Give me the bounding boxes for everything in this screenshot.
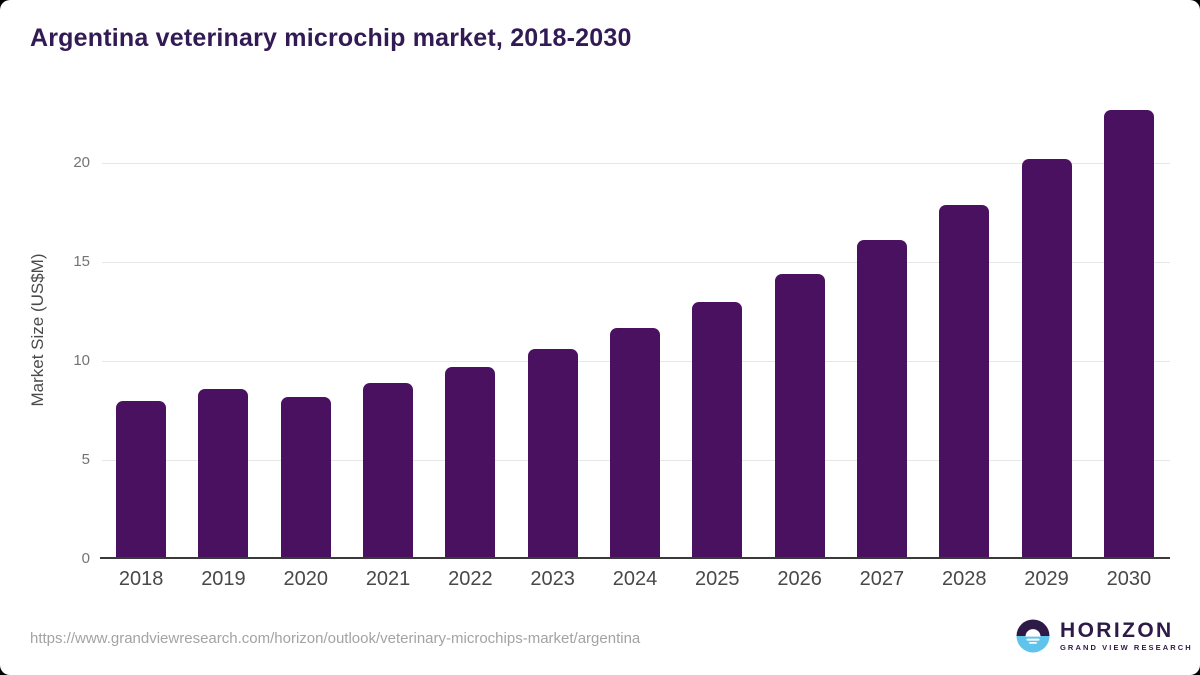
x-tick-label-2029: 2029	[1024, 568, 1069, 590]
x-tick-label-2022: 2022	[448, 568, 493, 590]
bar-2027	[856, 240, 907, 559]
bar-2030	[1103, 109, 1154, 559]
bar-2019	[198, 388, 249, 559]
logo-brand: HORIZON	[1060, 619, 1174, 642]
gridline-20	[102, 162, 1170, 164]
x-tick-label-2030: 2030	[1106, 568, 1152, 590]
horizon-logo: HORIZON GRAND VIEW RESEARCH	[1016, 619, 1193, 653]
chart-title: Argentina veterinary microchip market, 2…	[30, 24, 632, 52]
bar-2021	[363, 382, 414, 559]
plot-area	[100, 100, 1170, 559]
gridline-15	[102, 261, 1170, 263]
x-axis-line	[100, 557, 1170, 559]
bar-2025	[692, 301, 743, 559]
bar-2024	[610, 327, 660, 559]
y-tick-label-5: 5	[81, 451, 90, 469]
horizon-sun-icon	[1016, 619, 1050, 653]
x-tick-label-2018: 2018	[118, 568, 164, 590]
y-tick-label-15: 15	[73, 253, 90, 271]
y-axis-labels: 0 5 10 15 20	[0, 100, 90, 567]
x-tick-label-2024: 2024	[612, 568, 658, 590]
source-url: https://www.grandviewresearch.com/horizo…	[30, 630, 641, 647]
y-tick-label-0: 0	[81, 550, 90, 567]
bar-2028	[939, 204, 990, 559]
x-tick-label-2023: 2023	[530, 568, 575, 590]
x-tick-label-2026: 2026	[777, 568, 822, 590]
y-tick-label-10: 10	[73, 352, 90, 370]
bar-2020	[280, 396, 331, 559]
logo-subbrand: GRAND VIEW RESEARCH	[1060, 643, 1193, 652]
x-tick-label-2027: 2027	[859, 568, 905, 590]
x-tick-label-2019: 2019	[201, 568, 246, 590]
bar-2018	[116, 400, 167, 559]
y-tick-label-20: 20	[73, 154, 90, 172]
logo-wordmark: HORIZON GRAND VIEW RESEARCH	[1060, 619, 1193, 653]
bar-2022	[445, 367, 496, 559]
x-tick-label-2021: 2021	[365, 568, 411, 590]
bar-2026	[774, 274, 825, 559]
x-tick-label-2025: 2025	[695, 568, 740, 590]
x-tick-label-2020: 2020	[283, 568, 329, 590]
x-axis-labels: 2018 2019 2020 2021 2022 2023 2024 2025 2026 2027…	[100, 568, 1170, 594]
bar-2023	[527, 349, 578, 559]
x-tick-label-2028: 2028	[941, 568, 987, 590]
bar-2029	[1021, 159, 1072, 559]
